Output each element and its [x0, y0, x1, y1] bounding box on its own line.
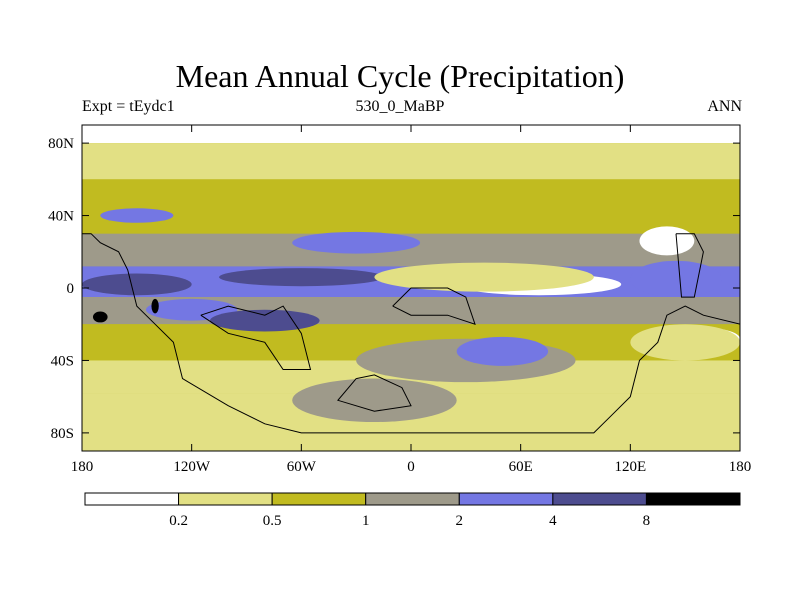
coastline-4 [675, 233, 704, 298]
colorbar-label-4: 4 [549, 513, 557, 529]
precip-feature-0 [82, 273, 192, 296]
x-tick-label-0: 180 [71, 459, 94, 475]
precip-feature-14 [639, 226, 695, 256]
coastline-0 [82, 233, 740, 434]
y-axis: 80N 40N 0 40S 80S [48, 136, 740, 442]
colorbar-box-5 [552, 492, 647, 506]
colorbar-box-6 [645, 492, 741, 506]
x-tick-label-5: 120E [614, 459, 646, 475]
colorbar-label-0: 0.2 [169, 513, 188, 529]
x-axis: 180 120W 60W 0 60E 120E 180 [71, 125, 752, 475]
y-tick-label-3: 40S [51, 353, 74, 369]
precip-feature-6 [630, 260, 722, 298]
y-tick-label-1: 40N [48, 209, 74, 225]
precip-feature-16 [151, 298, 159, 314]
colorbar-box-4 [458, 492, 554, 506]
x-tick-label-3: 0 [407, 459, 415, 475]
precip-feature-10 [456, 336, 549, 366]
x-tick-label-4: 60E [509, 459, 533, 475]
period-label: 530_0_MaBP [355, 98, 445, 115]
precip-feature-11 [292, 378, 457, 423]
zonal-band-2 [82, 179, 740, 234]
precip-feature-1 [219, 268, 384, 287]
coastline-1 [200, 305, 312, 370]
y-tick-label-2: 0 [67, 281, 75, 297]
precip-feature-2 [145, 298, 238, 321]
coastline-3 [337, 374, 412, 412]
chart-title: Mean Annual Cycle (Precipitation) [175, 58, 625, 94]
precip-feature-12 [292, 231, 421, 254]
colorbar-label-5: 8 [643, 513, 651, 529]
map-fill [82, 125, 740, 451]
season-label: ANN [707, 98, 742, 115]
colorbar-box-2 [271, 492, 367, 506]
precip-feature-3 [209, 309, 320, 332]
colorbar-label-3: 2 [456, 513, 464, 529]
colorbar-box-1 [178, 492, 273, 506]
colorbar-label-1: 0.5 [263, 513, 282, 529]
y-tick-label-4: 80S [51, 426, 74, 442]
coastlines [82, 233, 740, 434]
colorbar: 0.2 0.5 1 2 4 8 [84, 492, 741, 529]
x-tick-label-6: 180 [729, 459, 752, 475]
colorbar-label-2: 1 [362, 513, 370, 529]
precip-feature-8 [630, 324, 740, 361]
precip-feature-13 [100, 208, 174, 223]
zonal-band-0 [82, 125, 740, 144]
precip-feature-5 [374, 262, 594, 292]
experiment-label: Expt = tEydc1 [82, 98, 175, 115]
colorbar-box-0 [84, 492, 180, 506]
precip-feature-15 [92, 311, 108, 323]
y-tick-label-0: 80N [48, 136, 74, 152]
x-tick-label-2: 60W [287, 459, 317, 475]
x-tick-label-1: 120W [173, 459, 211, 475]
coastline-2 [392, 287, 476, 325]
colorbar-box-3 [365, 492, 460, 506]
zonal-band-1 [82, 143, 740, 180]
